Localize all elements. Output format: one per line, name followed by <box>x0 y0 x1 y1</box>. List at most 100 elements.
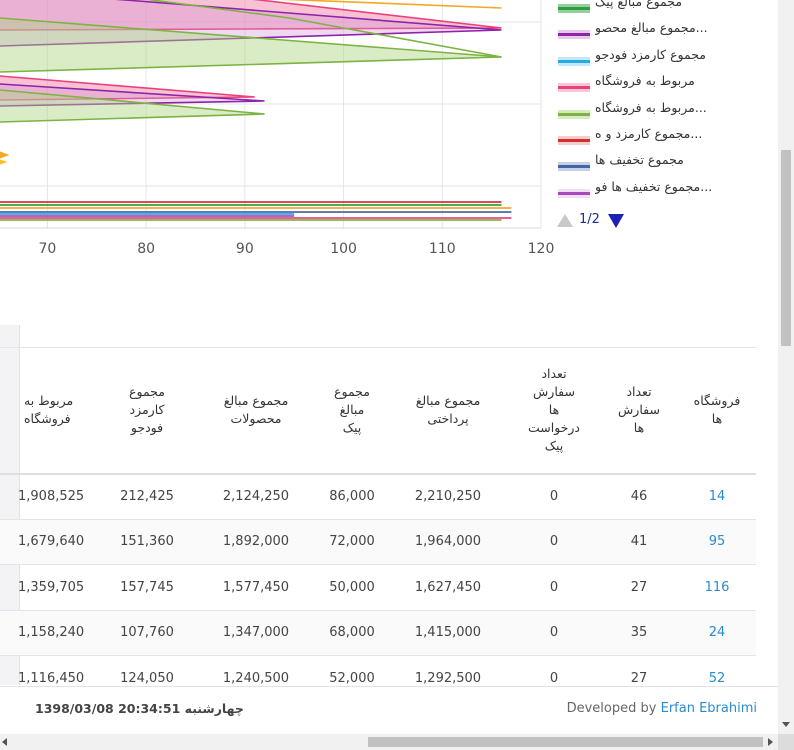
table-cell: 1,577,450 <box>196 564 316 611</box>
series-line-orange <box>280 0 502 9</box>
table-cell: 27 <box>600 564 678 611</box>
legend-swatch-line <box>558 59 590 63</box>
legend-item[interactable]: ...مربوط به فروشگاه <box>555 97 765 123</box>
table-row: 1,908,525 212,425 2,124,250 86,000 2,210,250… <box>0 473 756 520</box>
legend-item[interactable]: ...مجموع تخفیف ها فو <box>555 176 765 202</box>
legend-label: مجموع کارمزد فودجو <box>595 46 706 62</box>
table-row: 1,679,640 151,360 1,892,000 72,000 1,964,000… <box>0 519 756 565</box>
chart-areas <box>0 0 512 221</box>
area-band-edge-0 <box>0 0 502 31</box>
legend-label: ...مجموع کارمزد و ه <box>595 125 703 141</box>
table-cell: 72,000 <box>316 519 388 565</box>
column-header[interactable]: مجموع مبالغ محصولات <box>196 347 316 475</box>
legend-swatch-line <box>558 191 590 195</box>
scroll-left-arrow-icon[interactable] <box>2 738 7 746</box>
report-table: مربوط به فروشگاه مجموع کارمزد فودجو مجموع مبا… <box>0 347 756 685</box>
x-tick-label: 90 <box>236 241 254 257</box>
x-tick-label: 110 <box>429 241 456 257</box>
column-header[interactable]: مجموع مبالغ پیک <box>316 347 388 475</box>
table-cell: 124,050 <box>98 655 196 685</box>
table-cell: 1,679,640 <box>0 519 98 565</box>
table-cell: 0 <box>508 519 600 565</box>
column-header-line: مجموع <box>334 384 370 400</box>
column-header-line: مجموع مبالغ <box>223 393 289 409</box>
legend-label: مربوط به فروشگاه <box>595 73 695 89</box>
legend-swatch-line <box>558 112 590 116</box>
thin-band-4 <box>0 213 295 215</box>
table-cell: 1,415,000 <box>388 610 508 656</box>
table-cell: 1,892,000 <box>196 519 316 565</box>
column-header[interactable]: تعداد سفارش ها <box>600 347 678 475</box>
vertical-scroll-thumb[interactable] <box>781 150 791 346</box>
credit-author-link[interactable]: Erfan Ebrahimi <box>660 701 757 716</box>
store-link[interactable]: 52 <box>678 655 756 685</box>
column-header-line: مجموع مبالغ <box>415 393 481 409</box>
footer-credit: Developed by Erfan Ebrahimi <box>567 701 757 716</box>
store-link[interactable]: 95 <box>678 519 756 565</box>
credit-prefix: Developed by <box>566 701 657 716</box>
table-cell: 1,347,000 <box>196 610 316 656</box>
legend-item[interactable]: مجموع مبالغ پیک <box>555 0 765 17</box>
table-cell: 50,000 <box>316 564 388 611</box>
legend-prev-page-icon[interactable] <box>557 214 573 227</box>
legend-label: ...مربوط به فروشگاه <box>595 99 707 115</box>
thin-band-5 <box>0 215 295 217</box>
vertical-scrollbar[interactable] <box>778 0 794 734</box>
table-cell: 0 <box>508 473 600 520</box>
column-header[interactable]: تعداد سفارش ها درخواست پیک <box>508 347 600 475</box>
page-footer: 1398/03/08 چهارشنبه 20:34:51 Developed b… <box>0 686 778 732</box>
column-header-line: کارمزد <box>129 402 165 418</box>
x-tick-label: 80 <box>137 241 155 257</box>
legend-swatch-line <box>558 138 590 142</box>
table-body: 1,908,525 212,425 2,124,250 86,000 2,210,250… <box>0 473 756 685</box>
legend-swatch <box>558 135 590 145</box>
chart-area: 70 80 90 100 110 120 مجموع مبالغ پیک ...مجموع … <box>0 0 778 300</box>
legend-next-page-icon[interactable] <box>608 214 624 228</box>
scroll-right-arrow-icon[interactable] <box>768 738 773 746</box>
table-cell: 1,158,240 <box>0 610 98 656</box>
scrollbar-corner <box>778 734 794 750</box>
table-cell: 2,124,250 <box>196 473 316 520</box>
area-band-4 <box>0 84 265 106</box>
column-header[interactable]: مربوط به فروشگاه <box>0 347 98 475</box>
area-band-edge-2 <box>0 17 502 73</box>
table-cell: 86,000 <box>316 473 388 520</box>
column-header[interactable]: فروشگاه ها <box>678 347 756 475</box>
store-link[interactable]: 14 <box>678 473 756 520</box>
table-cell: 1,116,450 <box>0 655 98 685</box>
table-cell: 1,908,525 <box>0 473 98 520</box>
legend-swatch <box>558 56 590 66</box>
column-header[interactable]: مجموع مبالغ پرداختی <box>388 347 508 475</box>
legend-label: ...مجموع مبالغ محصو <box>595 20 708 36</box>
table-cell: 1,359,705 <box>0 564 98 611</box>
legend-item[interactable]: مجموع تخفیف ها <box>555 149 765 175</box>
legend-item[interactable]: مجموع کارمزد فودجو <box>555 44 765 70</box>
legend-item[interactable]: ...مجموع مبالغ محصو <box>555 17 765 43</box>
store-link[interactable]: 116 <box>678 564 756 611</box>
legend-swatch <box>558 4 590 13</box>
small-tip-orange <box>0 151 10 159</box>
thin-band-3 <box>0 211 512 213</box>
legend-item[interactable]: مربوط به فروشگاه <box>555 70 765 96</box>
scroll-down-arrow-icon[interactable] <box>782 722 790 727</box>
legend-swatch <box>558 188 590 198</box>
legend-swatch <box>558 162 590 172</box>
horizontal-scroll-thumb[interactable] <box>368 737 763 747</box>
column-header-line: سفارش <box>533 384 575 400</box>
store-link[interactable]: 24 <box>678 610 756 656</box>
table-header-row: مربوط به فروشگاه مجموع کارمزد فودجو مجموع مبا… <box>0 347 756 475</box>
table-cell: 35 <box>600 610 678 656</box>
column-header[interactable]: مجموع کارمزد فودجو <box>98 347 196 475</box>
horizontal-scrollbar[interactable] <box>0 734 778 750</box>
column-header-line: فروشگاه <box>24 411 71 427</box>
area-band-edge-3 <box>0 75 255 101</box>
table-row: 1,359,705 157,745 1,577,450 50,000 1,627,450… <box>0 564 756 611</box>
table-cell: 0 <box>508 610 600 656</box>
thin-band-0 <box>0 201 502 203</box>
column-header-line: مجموع <box>129 384 165 400</box>
legend-item[interactable]: ...مجموع کارمزد و ه <box>555 123 765 149</box>
table-cell: 68,000 <box>316 610 388 656</box>
legend-swatch-line <box>558 33 590 37</box>
area-band-edge-4 <box>0 83 265 107</box>
legend-swatch <box>558 109 590 119</box>
